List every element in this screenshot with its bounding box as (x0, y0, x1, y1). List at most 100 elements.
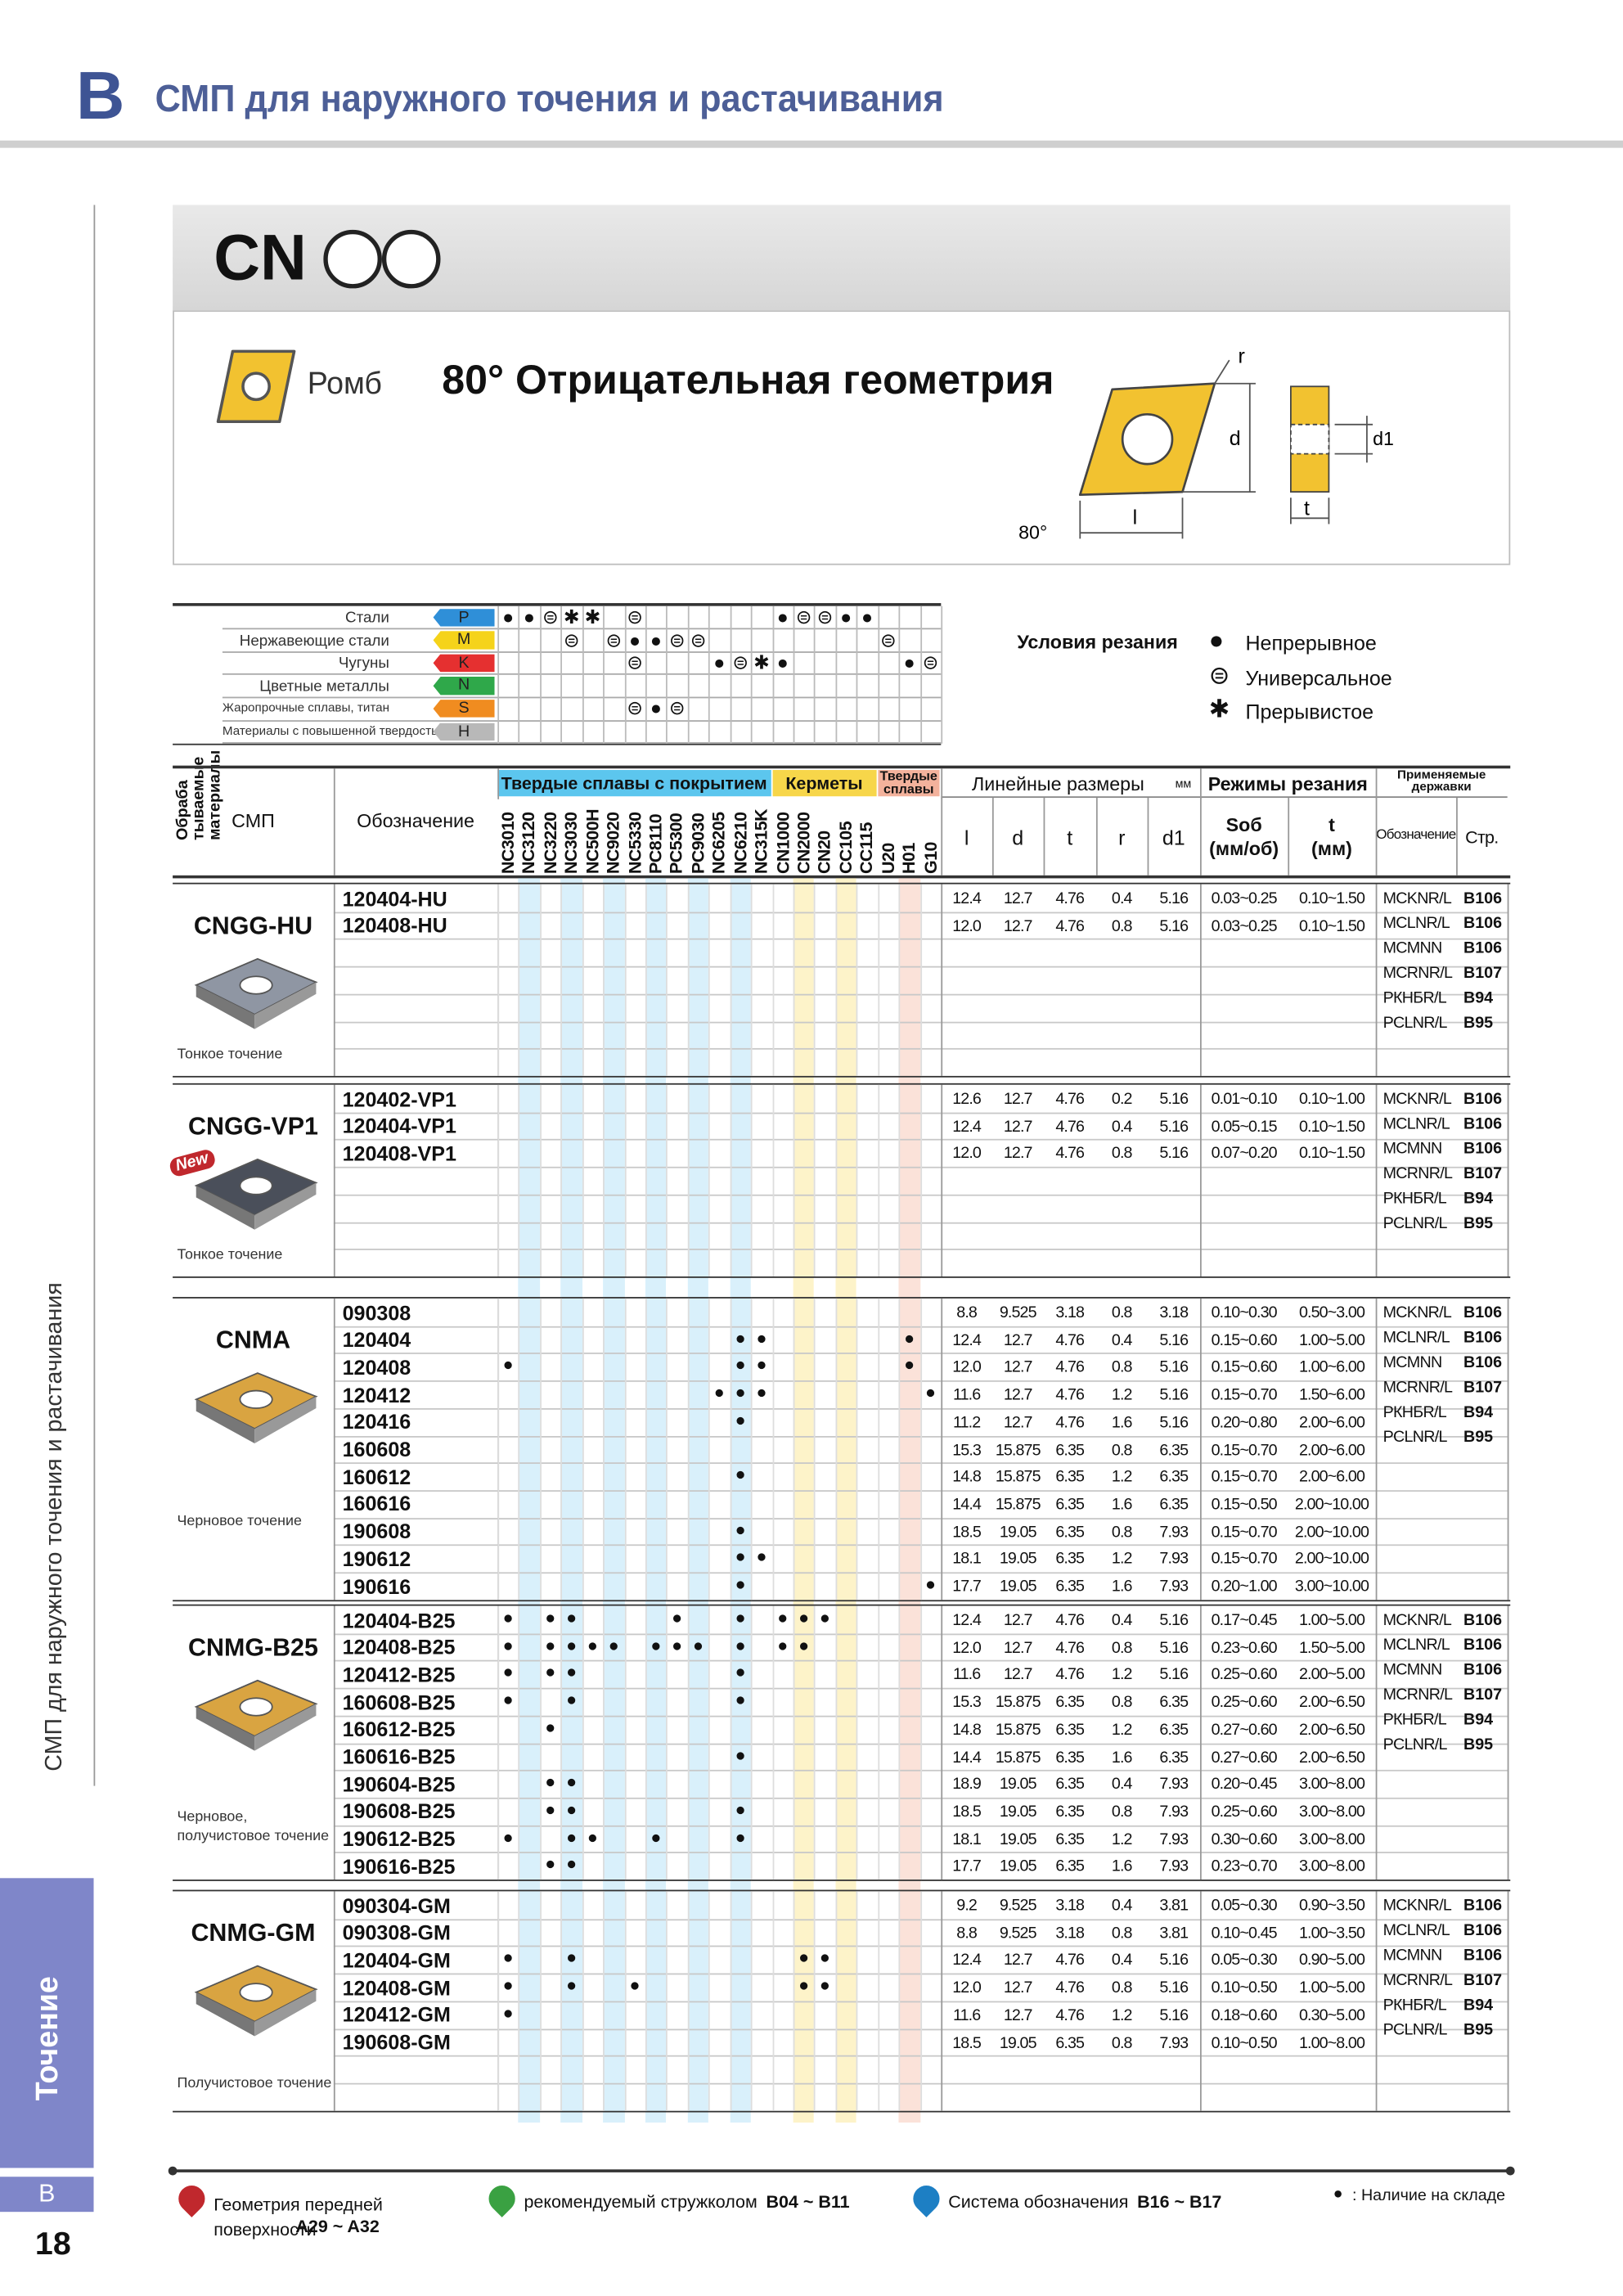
row-line (333, 1139, 1508, 1141)
col-line (835, 606, 837, 744)
holder-page: B94 (1463, 1711, 1494, 1729)
condition-mark: ⊜ (605, 628, 622, 651)
holder-page: B95 (1463, 1214, 1494, 1233)
col-line (898, 606, 900, 744)
designation: 120404 (342, 1327, 411, 1352)
dimension: 12.7 (1003, 917, 1033, 935)
col-line (814, 884, 816, 1076)
material-code: N (433, 677, 495, 696)
col-line (687, 1298, 689, 1600)
stock-mark: ● (587, 1634, 598, 1655)
designation: 120412 (342, 1382, 411, 1407)
col-line (898, 884, 900, 1076)
stock-mark: ● (735, 1573, 746, 1595)
dimension: 5.16 (1159, 1090, 1189, 1109)
material-name: Цветные металлы (259, 677, 389, 696)
designation: 120408-HU (342, 913, 447, 938)
dimension: 6.35 (1055, 1857, 1085, 1876)
col-line (814, 1298, 816, 1600)
grade-stripe (560, 878, 582, 2123)
grade-name: G10 (919, 842, 941, 875)
dimension: 6.35 (1159, 1496, 1189, 1514)
dimension: 1.2 (1111, 1830, 1133, 1848)
col-line (645, 1084, 646, 1276)
condition-mark: ● (629, 628, 641, 651)
grade-group: Твердые сплавы с покрытием (497, 770, 771, 797)
dimension: 1.6 (1111, 1413, 1133, 1432)
col-line (771, 884, 773, 1076)
dimension: 0.8 (1111, 917, 1133, 935)
row-line (333, 1946, 1508, 1947)
dimension: 15.3 (952, 1441, 982, 1459)
col-line (771, 1605, 773, 1880)
side-letter: B (0, 2177, 94, 2213)
header-cell: Обозначение (357, 809, 474, 832)
feed: 0.10~0.30 (1211, 1303, 1278, 1322)
condition-label: Непрерывное (1245, 631, 1377, 655)
dimension: 6.35 (1055, 1468, 1085, 1487)
row-line (333, 1380, 1508, 1382)
col-line (582, 884, 583, 1076)
col-line (877, 1084, 879, 1276)
stock-mark: ● (566, 1853, 578, 1875)
designation: 120408 (342, 1355, 411, 1380)
grade-name: PC5300 (666, 813, 687, 875)
row-line (333, 1715, 1508, 1717)
row-line (333, 1353, 1508, 1354)
stock-mark: ● (672, 1607, 683, 1628)
depth: 1.00~5.00 (1298, 1979, 1365, 1997)
condition-mark: ⊜ (627, 651, 643, 674)
footer-icon (907, 2180, 946, 2217)
dimension: 6.35 (1055, 1721, 1085, 1739)
condition-symbol: ● (1208, 626, 1225, 655)
holder-page: B95 (1463, 1014, 1494, 1033)
dimension: 5.16 (1159, 1118, 1189, 1136)
condition-mark: ● (650, 697, 662, 720)
row-line (333, 1407, 1508, 1409)
designation: 160608 (342, 1437, 411, 1461)
col-line (1375, 768, 1378, 799)
col-line (1375, 1298, 1378, 1600)
footer-text: Система обозначения B16 ~ B17 (948, 2191, 1222, 2213)
series-name: CNMG-GM (191, 1919, 316, 1947)
dimension: 5.16 (1159, 2006, 1189, 2024)
feed: 0.25~0.60 (1211, 1694, 1278, 1712)
holder-code: РКНБR/L (1382, 1190, 1447, 1208)
stock-mark: ● (713, 1381, 725, 1403)
dimension: 1.6 (1111, 1748, 1133, 1767)
dimension: 4.76 (1055, 1331, 1085, 1349)
holder-code: РКНБR/L (1382, 1403, 1447, 1422)
section-rule (173, 1276, 1511, 1278)
depth: 3.00~8.00 (1298, 1803, 1365, 1821)
dimension: 4.76 (1055, 1118, 1085, 1136)
section-letter: B (76, 56, 125, 133)
condition-mark: ● (523, 606, 535, 628)
col-line (1199, 1084, 1202, 1276)
row-line (333, 993, 1508, 995)
series-caption: Тонкое точение (177, 1247, 283, 1263)
dimension: 3.81 (1159, 1924, 1189, 1943)
grade-name: CN1000 (771, 812, 793, 875)
header-cell: (мм/об) (1209, 837, 1279, 860)
col-line (941, 1084, 942, 1276)
condition-symbol: ✱ (1208, 695, 1230, 723)
header-cell: t (1329, 813, 1335, 836)
row-line (333, 1797, 1508, 1799)
grade-name: NC500H (582, 808, 603, 875)
dimension: 0.8 (1111, 1441, 1133, 1459)
dimension: 4.76 (1055, 917, 1085, 935)
material-code: K (433, 654, 495, 673)
col-line (497, 1084, 498, 1276)
stock-symbol: ● (1333, 2185, 1343, 2204)
header-cell: (мм) (1311, 837, 1352, 860)
designation: 120402-VP1 (342, 1087, 456, 1110)
stock-mark: ● (502, 1634, 514, 1655)
row-line (333, 1632, 1508, 1634)
col-line (898, 1084, 900, 1276)
row-line (222, 673, 942, 675)
designation: 120408-VP1 (342, 1141, 456, 1165)
grade-name: CC115 (856, 822, 878, 875)
holder-page: B107 (1463, 1971, 1503, 1990)
row-line (333, 1544, 1508, 1546)
dimension: 0.8 (1111, 1803, 1133, 1821)
